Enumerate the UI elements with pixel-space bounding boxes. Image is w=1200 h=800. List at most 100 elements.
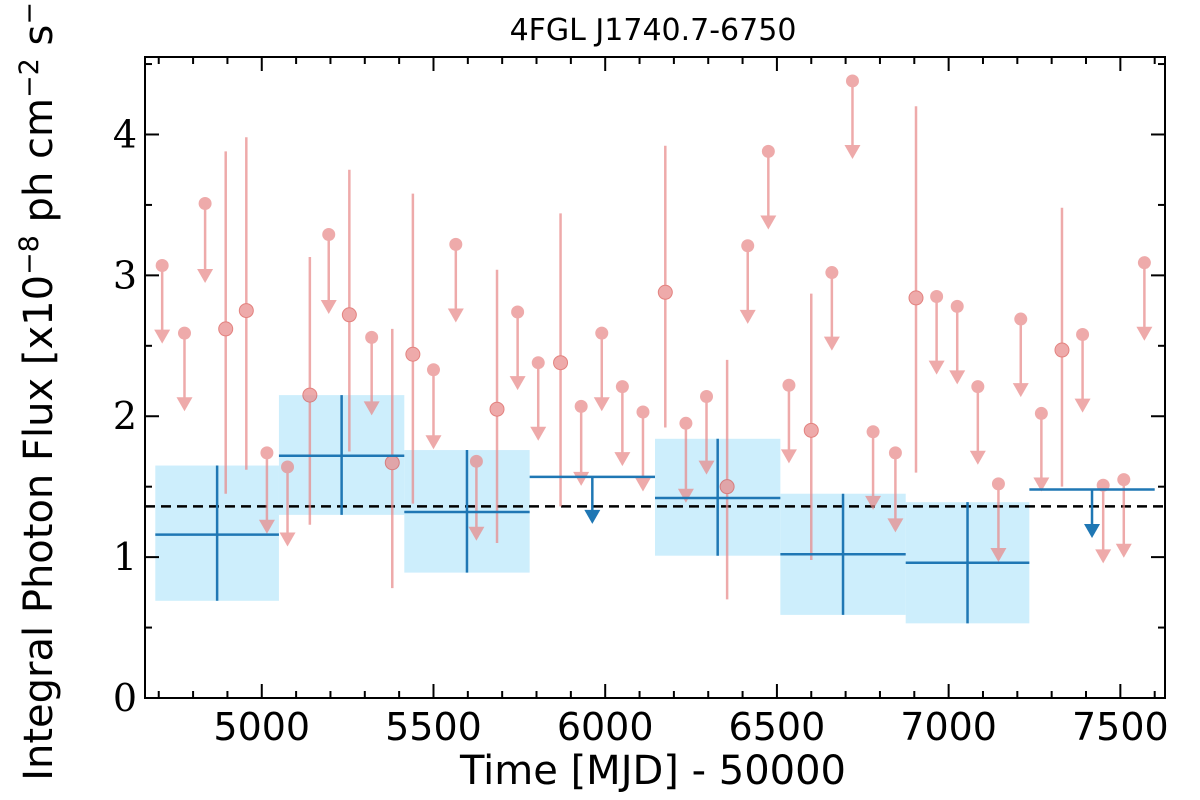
- x-tick-label: 5000: [213, 705, 310, 749]
- fine-upper-limit: [614, 380, 631, 467]
- yearly-detection: [155, 465, 279, 601]
- fine-upper-limit: [573, 399, 590, 486]
- yearly-upper-limit-arrow-head: [584, 509, 601, 524]
- y-label-exp3: −1: [14, 0, 45, 25]
- fine-upper-limit: [780, 378, 797, 464]
- yearly-upper-limit: [529, 475, 655, 524]
- yearly-upper-limit-arrow-head: [1084, 523, 1101, 538]
- fine-upper-limit-arrow: [969, 386, 986, 465]
- chart-title: 4FGL J1740.7-6750: [510, 13, 797, 48]
- y-label-exp2: −2: [14, 58, 45, 98]
- fine-upper-limit-arrow-head: [928, 360, 945, 375]
- fine-upper-limit-arrow: [614, 386, 631, 467]
- plot-frame: [144, 56, 1166, 699]
- fine-upper-limit-arrow-head: [823, 336, 840, 351]
- fine-upper-limit-arrow-head: [949, 370, 966, 385]
- yearly-upper-limit-arrow: [584, 476, 601, 524]
- fine-upper-limit: [1136, 256, 1153, 341]
- fine-detection: [489, 269, 505, 544]
- fine-upper-limit-arrow-head: [320, 299, 337, 314]
- fine-upper-limit: [823, 266, 840, 351]
- fine-upper-limit-arrow: [1074, 334, 1091, 413]
- fine-upper-limit-arrow: [698, 396, 715, 475]
- fine-upper-limit: [176, 326, 193, 412]
- fine-upper-limit-arrow: [425, 369, 442, 450]
- fine-upper-limit: [949, 299, 966, 385]
- fine-upper-limit: [1095, 478, 1112, 564]
- fine-detection-marker: [384, 455, 400, 471]
- fine-upper-limit-arrow: [780, 385, 797, 464]
- yearly-detection: [655, 438, 781, 556]
- fine-upper-limit: [258, 446, 275, 534]
- fine-detection-marker: [489, 401, 505, 417]
- fine-detection: [341, 169, 357, 452]
- fine-upper-limit: [154, 259, 171, 344]
- yearly-upper-limit: [1029, 488, 1155, 538]
- fine-upper-limit-arrow-head: [363, 401, 380, 416]
- fine-upper-limit-arrow-head: [1095, 549, 1112, 564]
- fine-bin-points: [154, 74, 1153, 600]
- yearly-bin-points: [155, 395, 1155, 624]
- y-tick-label: 4: [113, 112, 137, 156]
- fine-upper-limit: [509, 305, 526, 391]
- fine-upper-limit-arrow: [593, 333, 610, 412]
- fine-upper-limit-arrow-head: [780, 449, 797, 464]
- x-tick-label: 6000: [557, 705, 654, 749]
- fine-detection: [908, 106, 924, 473]
- fine-upper-limit-arrow: [990, 483, 1007, 562]
- fine-upper-limit-arrow: [823, 272, 840, 351]
- y-axis-label: Integral Photon Flux [x10−8 ph cm−2 s−1]: [14, 0, 62, 781]
- fine-detection-marker: [719, 479, 735, 495]
- fine-upper-limit-arrow: [573, 406, 590, 486]
- y-tick-label: 2: [113, 394, 137, 438]
- fine-upper-limit: [1033, 406, 1050, 492]
- fine-upper-limit-arrow: [447, 244, 464, 323]
- fine-upper-limit: [928, 289, 945, 375]
- fine-detection-marker: [553, 355, 569, 371]
- fine-upper-limit: [425, 363, 442, 450]
- fine-upper-limit-arrow-head: [1012, 383, 1029, 398]
- fine-upper-limit-arrow-head: [197, 268, 214, 283]
- fine-upper-limit-arrow: [1095, 485, 1112, 564]
- fine-detection-marker: [238, 303, 254, 319]
- fine-upper-limit: [760, 144, 777, 230]
- fine-detection-marker: [405, 346, 421, 362]
- fine-upper-limit-arrow-head: [425, 435, 442, 450]
- fine-upper-limit-arrow: [363, 337, 380, 416]
- y-tick-label: 1: [113, 535, 137, 579]
- fine-detection-marker: [1054, 342, 1070, 358]
- fine-upper-limit: [844, 74, 861, 160]
- fine-upper-limit-arrow: [760, 151, 777, 230]
- tick-labels: 5000 5500 6000 6500 7000 7500 0 1 2 3 4: [113, 112, 1169, 749]
- fine-upper-limit: [698, 390, 715, 475]
- fine-upper-limit-arrow: [739, 245, 756, 324]
- fine-detection-marker: [302, 387, 318, 403]
- yearly-upper-limit-arrow: [1084, 489, 1101, 538]
- fine-upper-limit-arrow: [1115, 479, 1132, 558]
- fine-upper-limit: [447, 237, 464, 323]
- fine-upper-limit-arrow-head: [1033, 477, 1050, 492]
- fine-upper-limit-arrow-head: [573, 471, 590, 486]
- fine-upper-limit: [279, 460, 296, 547]
- fine-detection: [803, 293, 819, 560]
- fine-upper-limit: [363, 330, 380, 416]
- y-tick-label: 0: [113, 676, 137, 720]
- fine-upper-limit-arrow: [176, 333, 193, 412]
- fine-upper-limit-arrow: [468, 461, 485, 541]
- fine-upper-limit-arrow: [928, 296, 945, 375]
- fine-upper-limit-arrow: [530, 362, 547, 441]
- fine-upper-limit-arrow-head: [447, 308, 464, 323]
- y-label-main: Integral Photon Flux [x10: [16, 275, 62, 781]
- fine-upper-limit-arrow: [677, 423, 694, 503]
- fine-upper-limit-arrow-head: [530, 426, 547, 441]
- fine-upper-limit-arrow-head: [509, 376, 526, 391]
- fine-upper-limit: [739, 239, 756, 324]
- fine-upper-limit-arrow-head: [468, 526, 485, 541]
- x-tick-label: 6500: [729, 705, 826, 749]
- fine-upper-limit: [969, 380, 986, 465]
- fine-upper-limit: [677, 416, 694, 503]
- fine-detection: [719, 359, 735, 600]
- fine-upper-limit-arrow-head: [969, 450, 986, 465]
- fine-upper-limit-arrow: [509, 311, 526, 391]
- fine-detection: [657, 145, 673, 428]
